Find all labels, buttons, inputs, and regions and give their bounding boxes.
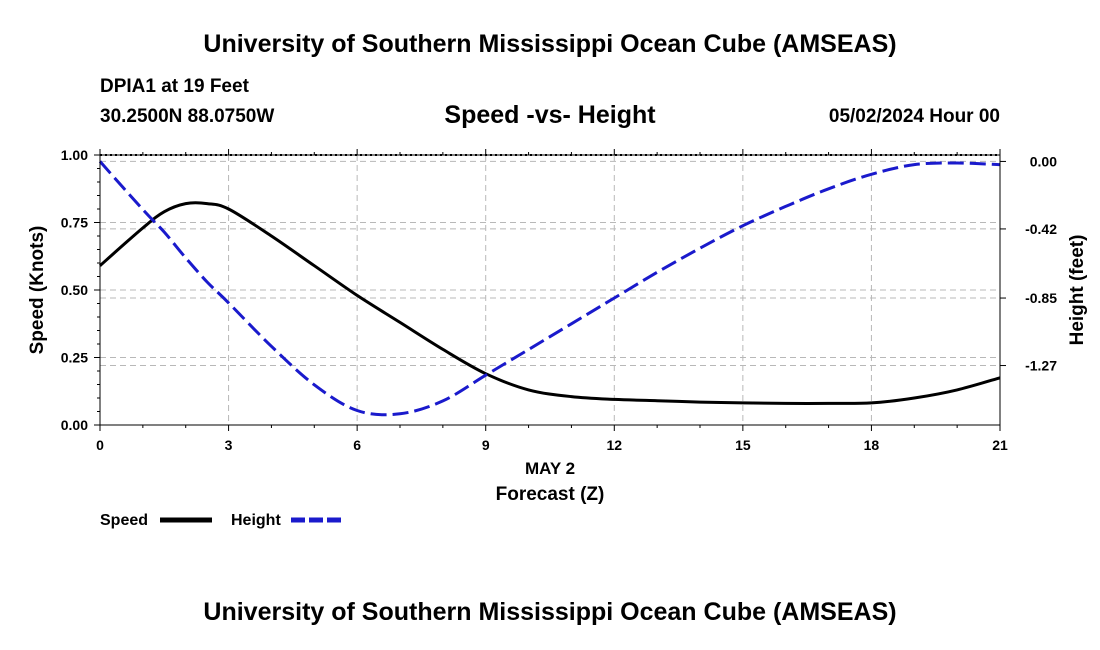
footer-title: University of Southern Mississippi Ocean… <box>203 598 897 626</box>
y-left-tick-label: 0.25 <box>61 350 88 366</box>
axes: 0 3 6 9 12 15 18 21 0.00 0.25 0.50 0.75 1.00 0.00 -0.4… <box>61 147 1057 453</box>
x-tick-label: 3 <box>225 437 233 453</box>
y-right-tick-label: 0.00 <box>1030 153 1057 169</box>
x-tick-label: 18 <box>864 437 880 453</box>
y-right-tick-label: -1.27 <box>1025 358 1057 374</box>
y-left-tick-label: 0.75 <box>61 215 88 231</box>
legend-height-label: Height <box>231 512 281 529</box>
y-right-tick-label: -0.85 <box>1025 290 1057 306</box>
series-lines <box>98 160 1001 417</box>
coordinates-label: 30.2500N 88.0750W <box>100 106 275 127</box>
y-right-tick-label: -0.42 <box>1025 221 1057 237</box>
grid-lines <box>99 154 1001 426</box>
y-axis-right-title: Height (feet) <box>1067 235 1088 346</box>
y-left-tick-label: 0.50 <box>61 282 88 298</box>
x-tick-label: 12 <box>606 437 622 453</box>
legend: Speed Height <box>100 512 343 529</box>
series-line-height <box>98 160 1001 417</box>
chart-subtitle: Speed -vs- Height <box>444 101 656 129</box>
y-axis-left-title: Speed (Knots) <box>27 226 48 355</box>
y-left-tick-label: 1.00 <box>61 147 88 163</box>
x-tick-label: 0 <box>96 437 104 453</box>
x-tick-label: 6 <box>353 437 361 453</box>
chart-title: University of Southern Mississippi Ocean… <box>203 30 897 58</box>
x-axis-date-label: MAY 2 <box>525 459 575 478</box>
x-axis-title: Forecast (Z) <box>496 484 605 505</box>
forecast-datetime: 05/02/2024 Hour 00 <box>828 106 1000 127</box>
x-tick-label: 21 <box>992 437 1008 453</box>
x-tick-label: 9 <box>482 437 490 453</box>
y-left-tick-label: 0.00 <box>61 417 88 433</box>
x-tick-label: 15 <box>735 437 751 453</box>
series-line-speed <box>99 201 1001 405</box>
legend-speed-label: Speed <box>100 512 148 529</box>
station-label: DPIA1 at 19 Feet <box>100 76 249 97</box>
